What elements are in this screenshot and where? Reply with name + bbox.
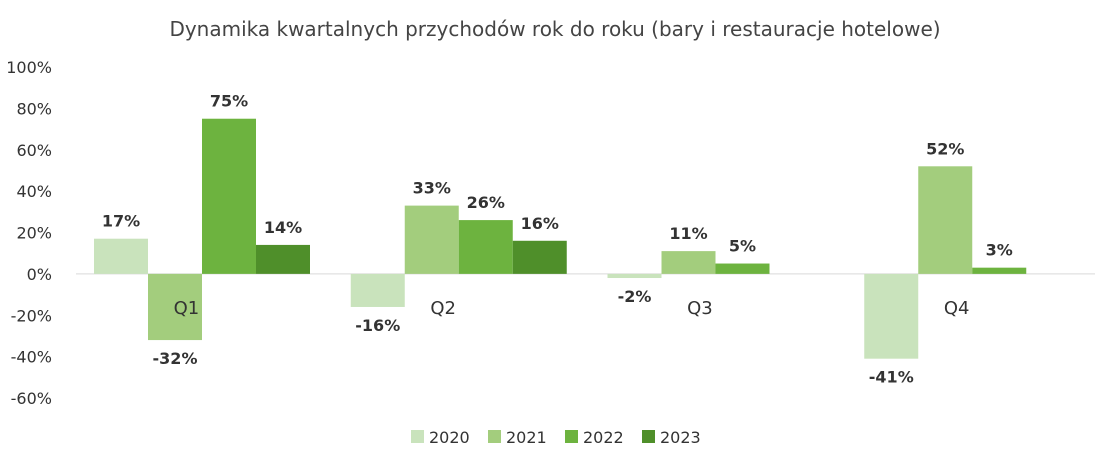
category-label: Q2 bbox=[430, 298, 456, 319]
data-label: 33% bbox=[413, 179, 451, 198]
legend: 2020 2021 2022 2023 bbox=[411, 428, 701, 447]
bar-2020-Q4 bbox=[864, 273, 919, 359]
data-label: 3% bbox=[986, 241, 1013, 260]
y-tick-label: -60% bbox=[11, 389, 52, 408]
bar-2021-Q3 bbox=[661, 251, 716, 274]
bar-2022-Q2 bbox=[458, 220, 513, 274]
category-label: Q4 bbox=[944, 298, 970, 319]
legend-label: 2021 bbox=[506, 428, 547, 447]
data-label: 75% bbox=[210, 92, 248, 111]
legend-swatch bbox=[411, 430, 424, 443]
y-tick-label: -40% bbox=[11, 348, 52, 367]
y-tick-label: 20% bbox=[16, 224, 52, 243]
bar-2022-Q3 bbox=[715, 263, 770, 274]
category-label: Q1 bbox=[174, 298, 200, 319]
y-tick-label: -20% bbox=[11, 306, 52, 325]
category-labels-group: Q1 Q2 Q3 Q4 bbox=[174, 298, 970, 319]
y-axis: 100% 80% 60% 40% 20% 0% -20% -40% -60% bbox=[6, 58, 52, 408]
legend-label: 2023 bbox=[660, 428, 701, 447]
bar-2020-Q1 bbox=[94, 238, 148, 274]
data-label: 17% bbox=[102, 212, 140, 231]
bar-2020-Q3 bbox=[607, 273, 662, 279]
legend-item-2023: 2023 bbox=[642, 428, 701, 447]
legend-item-2020: 2020 bbox=[411, 428, 470, 447]
bar-2023-Q2 bbox=[512, 240, 567, 274]
y-tick-label: 100% bbox=[6, 58, 52, 77]
category-label: Q3 bbox=[687, 298, 713, 319]
data-label: 14% bbox=[264, 218, 302, 237]
data-label: 26% bbox=[467, 193, 505, 212]
legend-swatch bbox=[565, 430, 578, 443]
bar-2022-Q4 bbox=[972, 267, 1027, 274]
data-label: 5% bbox=[729, 237, 756, 256]
bar-2021-Q1 bbox=[148, 273, 202, 341]
legend-label: 2022 bbox=[583, 428, 624, 447]
data-label: -2% bbox=[618, 287, 652, 306]
y-tick-label: 80% bbox=[16, 99, 52, 118]
bar-2021-Q4 bbox=[918, 166, 973, 274]
legend-swatch bbox=[488, 430, 501, 443]
y-tick-label: 0% bbox=[27, 265, 52, 284]
data-label: -41% bbox=[869, 368, 914, 387]
data-labels-group: 17% -32% 75% 14% -16% 33% 26% 16% -2% 11% 5% -41% 52… bbox=[102, 92, 1013, 387]
y-tick-label: 60% bbox=[16, 141, 52, 160]
y-tick-label: 40% bbox=[16, 182, 52, 201]
legend-item-2022: 2022 bbox=[565, 428, 624, 447]
legend-swatch bbox=[642, 430, 655, 443]
legend-label: 2020 bbox=[429, 428, 470, 447]
data-label: -16% bbox=[355, 316, 400, 335]
data-label: 52% bbox=[926, 139, 964, 158]
legend-item-2021: 2021 bbox=[488, 428, 547, 447]
data-label: -32% bbox=[153, 349, 198, 368]
data-label: 11% bbox=[669, 224, 707, 243]
data-label: 16% bbox=[521, 214, 559, 233]
bar-2022-Q1 bbox=[202, 118, 256, 274]
bar-2023-Q1 bbox=[256, 244, 310, 274]
bars-group bbox=[94, 118, 1027, 359]
bar-2021-Q2 bbox=[404, 205, 459, 274]
chart-title: Dynamika kwartalnych przychodów rok do r… bbox=[169, 17, 940, 41]
bar-2020-Q2 bbox=[350, 273, 405, 307]
